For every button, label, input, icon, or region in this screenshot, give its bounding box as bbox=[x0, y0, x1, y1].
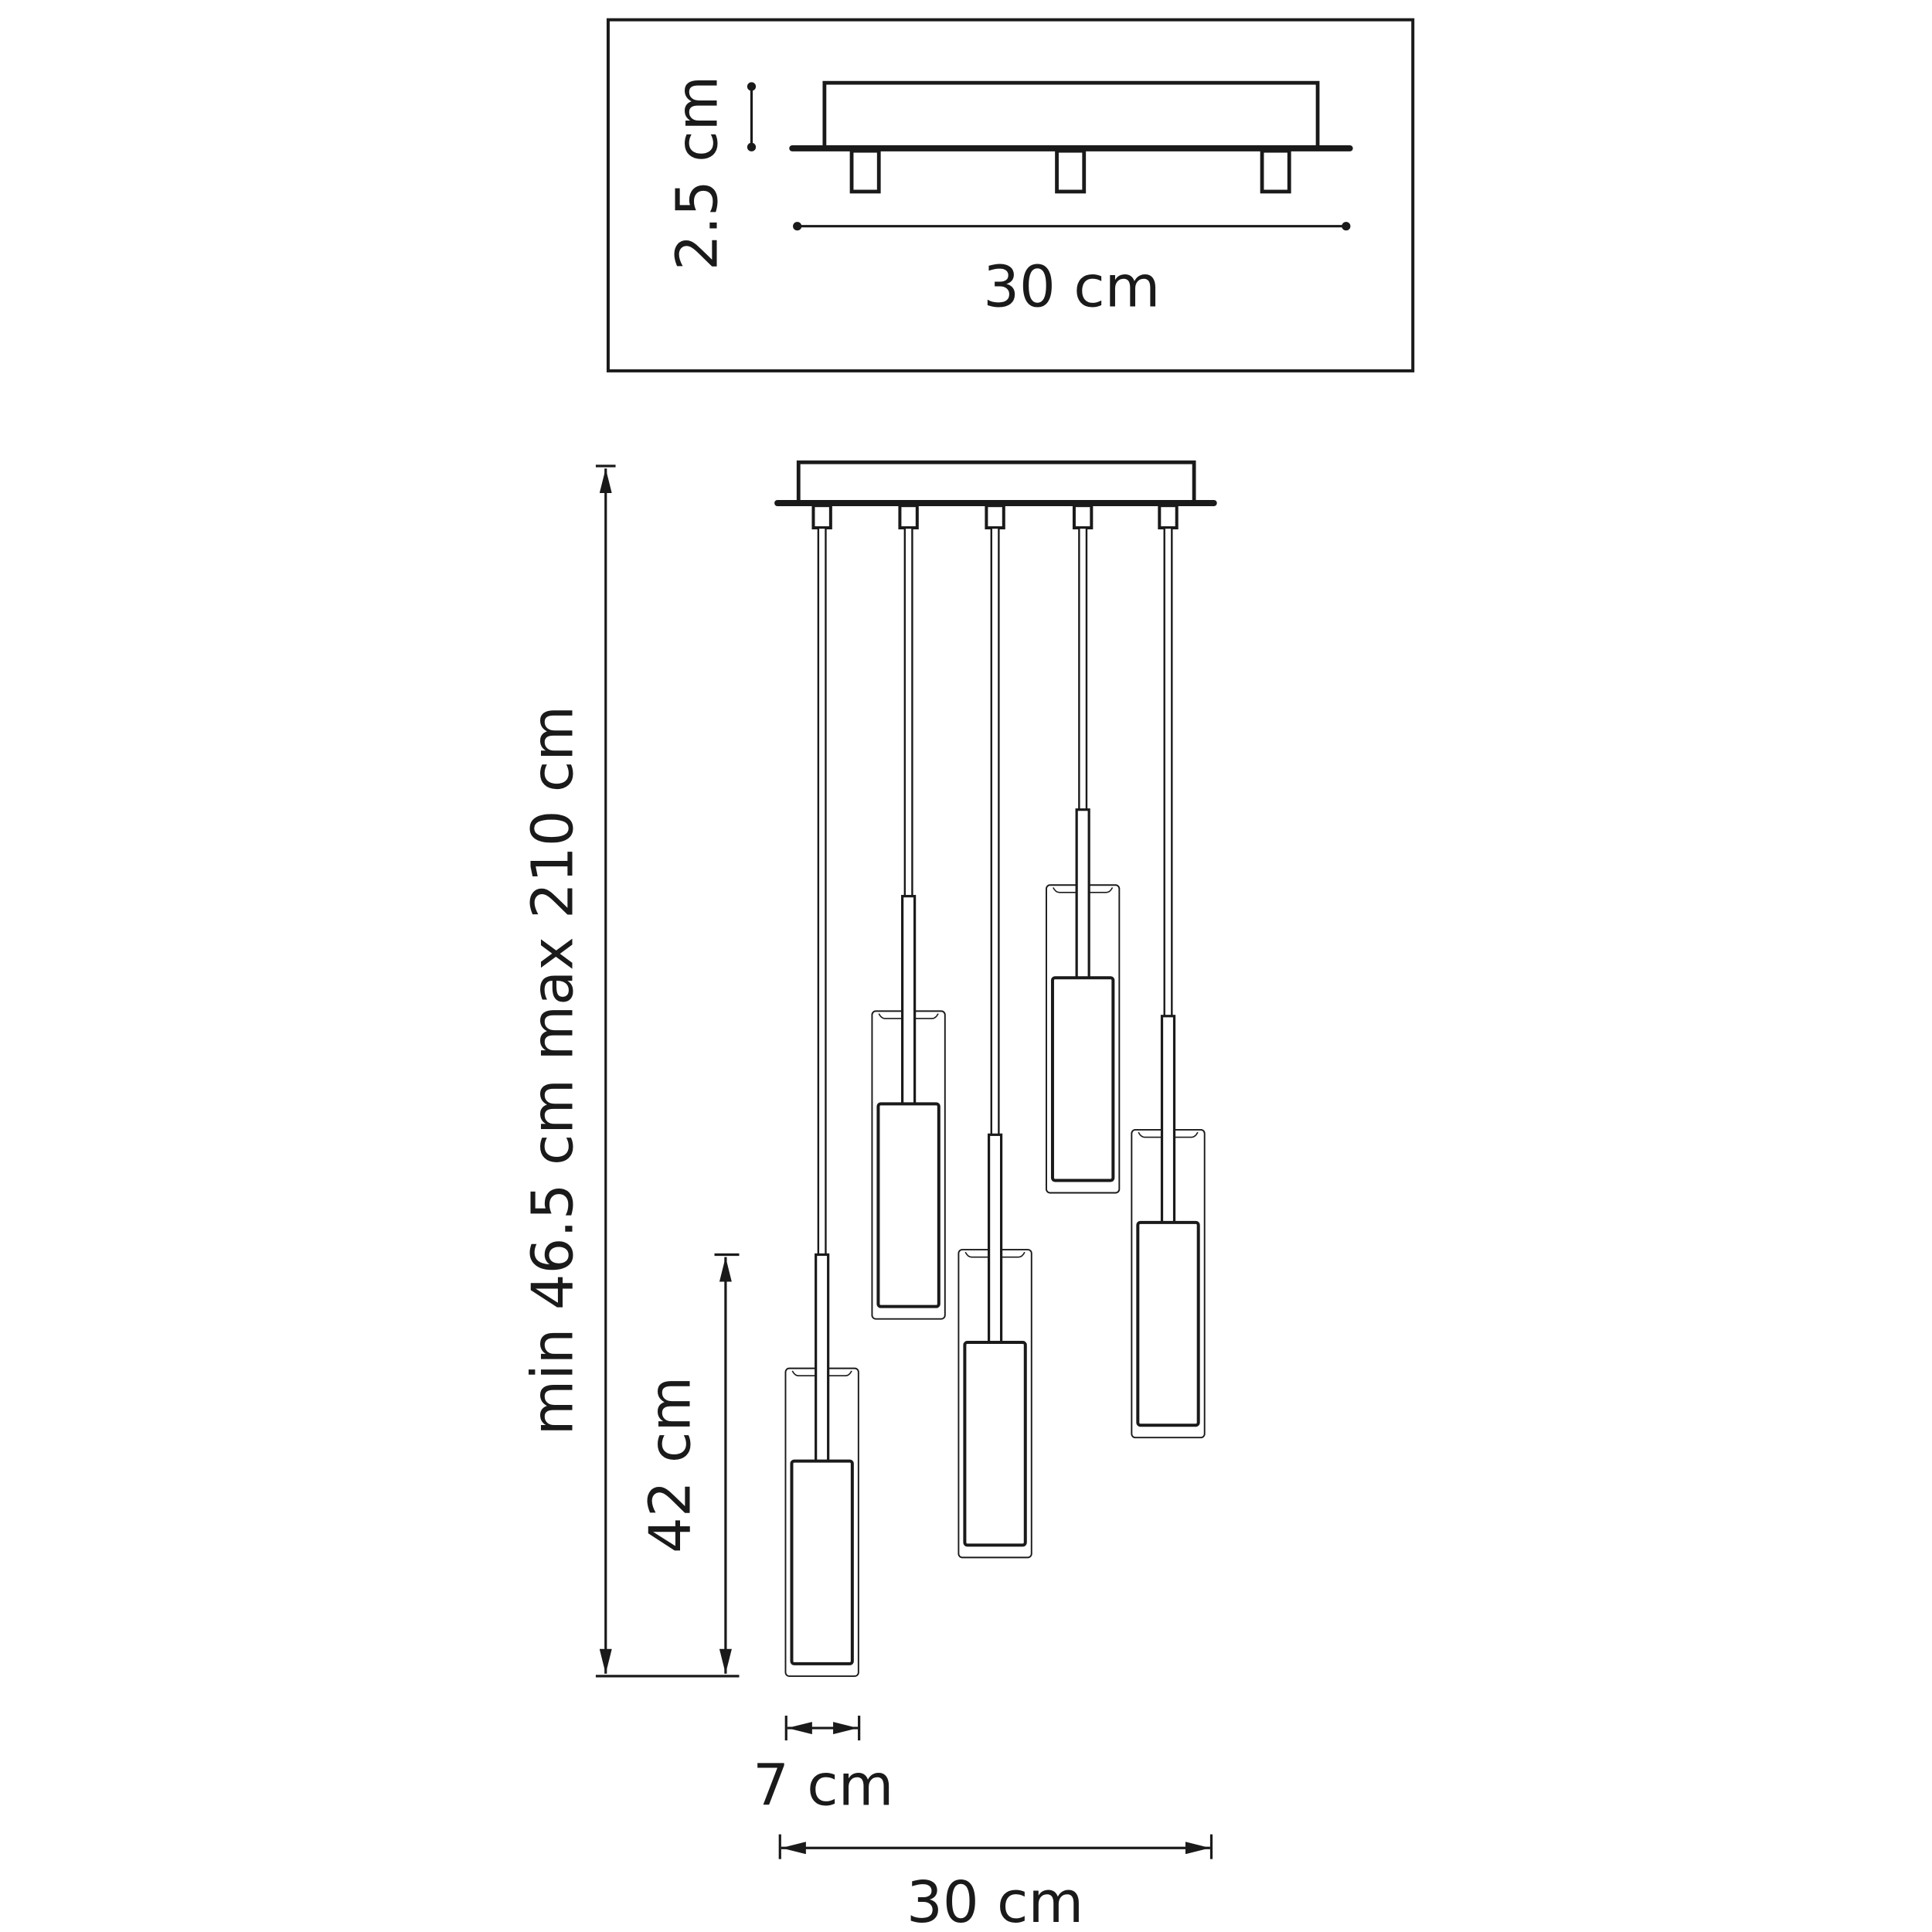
canopy-body bbox=[796, 460, 1196, 505]
metal-rod bbox=[1160, 1015, 1176, 1224]
light-body bbox=[963, 1341, 1027, 1547]
suspension-cord bbox=[990, 526, 1000, 1136]
cord-socket bbox=[1072, 504, 1094, 529]
drop-label: min 46.5 cm max 210 cm bbox=[521, 706, 587, 1435]
canopy-height-label: 2.5 cm bbox=[665, 76, 731, 270]
metal-rod bbox=[901, 895, 917, 1105]
suspension-cord bbox=[1078, 526, 1088, 811]
suspension-cord bbox=[903, 526, 913, 897]
detail-frame bbox=[606, 18, 1415, 372]
light-body bbox=[790, 1459, 854, 1665]
shade-height-label: 42 cm bbox=[638, 1376, 704, 1553]
socket bbox=[1055, 148, 1087, 194]
metal-rod bbox=[815, 1253, 830, 1463]
light-body bbox=[876, 1102, 940, 1308]
light-body bbox=[1136, 1220, 1200, 1427]
metal-rod bbox=[987, 1133, 1003, 1344]
socket bbox=[1260, 148, 1291, 194]
fixture-front-view bbox=[774, 460, 1217, 1677]
canopy-width-label: 30 cm bbox=[983, 255, 1160, 321]
cord-socket bbox=[898, 504, 919, 529]
metal-rod bbox=[1075, 808, 1090, 979]
suspension-cord bbox=[817, 526, 827, 1256]
shade-width-label: 7 cm bbox=[753, 1753, 893, 1818]
suspension-cord bbox=[1163, 526, 1173, 1017]
cord-socket bbox=[1158, 504, 1179, 529]
canopy-detail-panel: 2.5 cm 30 cm bbox=[606, 18, 1415, 372]
cord-socket bbox=[985, 504, 1005, 529]
canopy-body bbox=[822, 80, 1320, 149]
dimensions: min 46.5 cm max 210 cm 42 cm 7 cm 30 cm bbox=[521, 464, 1213, 1932]
light-body bbox=[1050, 976, 1115, 1182]
socket bbox=[849, 148, 881, 194]
total-width-label: 30 cm bbox=[906, 1870, 1083, 1932]
cord-socket bbox=[811, 504, 832, 529]
pendants bbox=[784, 504, 1206, 1677]
